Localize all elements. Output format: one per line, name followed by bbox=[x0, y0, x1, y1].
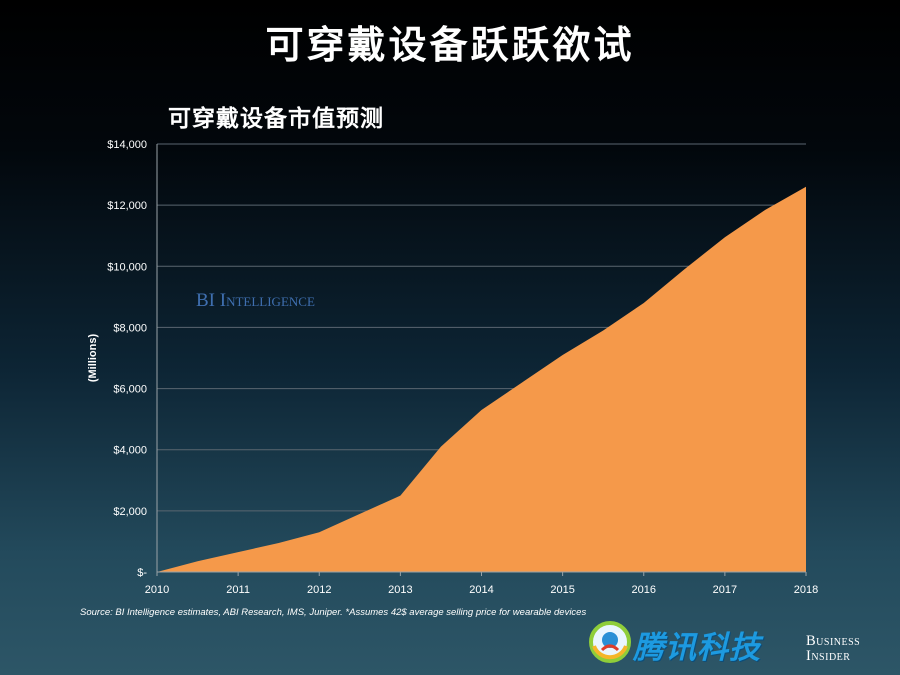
y-tick-label: $10,000 bbox=[107, 261, 147, 273]
x-tick-labels: 2010 2011 2012 2013 2014 2015 2016 2017 2018 bbox=[145, 584, 818, 596]
business-insider-line1: Business bbox=[806, 633, 861, 649]
y-tick-label: $6,000 bbox=[113, 384, 147, 396]
y-axis-label: (Millions) bbox=[87, 334, 99, 383]
source-note: Source: BI Intelligence estimates, ABI R… bbox=[80, 607, 587, 618]
y-tick-label: $14,000 bbox=[107, 139, 147, 151]
area-chart: $- $2,000 $4,000 $6,000 $8,000 $10,000 $12,000… bbox=[87, 139, 818, 596]
y-tick-label: $8,000 bbox=[113, 322, 147, 334]
y-tick-label: $12,000 bbox=[107, 200, 147, 212]
x-tick-label: 2015 bbox=[550, 584, 574, 596]
x-tick-label: 2013 bbox=[388, 584, 412, 596]
bi-intelligence-watermark: BI Intelligence bbox=[196, 290, 315, 311]
x-tick-label: 2018 bbox=[794, 584, 818, 596]
business-insider-line2: Insider bbox=[806, 648, 851, 664]
x-tick-label: 2016 bbox=[632, 584, 656, 596]
slide-title: 可穿戴设备跃跃欲试 bbox=[265, 23, 635, 67]
x-tick-label: 2012 bbox=[307, 584, 331, 596]
y-tick-label: $2,000 bbox=[113, 506, 147, 518]
area-series bbox=[157, 186, 806, 573]
tencent-tech-logo: 腾讯科技 bbox=[588, 620, 778, 666]
y-tick-labels: $- $2,000 $4,000 $6,000 $8,000 $10,000 $12,000… bbox=[107, 139, 147, 579]
x-tick-label: 2011 bbox=[226, 584, 250, 596]
tencent-globe-icon bbox=[589, 621, 631, 663]
area-fill bbox=[157, 186, 806, 573]
x-tick-label: 2014 bbox=[469, 584, 493, 596]
x-tick-label: 2017 bbox=[713, 584, 737, 596]
chart-title: 可穿戴设备市值预测 bbox=[168, 106, 384, 132]
business-insider-logo: Business Insider bbox=[806, 634, 880, 664]
tencent-logo-text: 腾讯科技 bbox=[633, 630, 761, 666]
x-tick-label: 2010 bbox=[145, 584, 169, 596]
axes bbox=[156, 144, 807, 576]
y-tick-label: $- bbox=[137, 567, 147, 579]
y-tick-label: $4,000 bbox=[113, 445, 147, 457]
